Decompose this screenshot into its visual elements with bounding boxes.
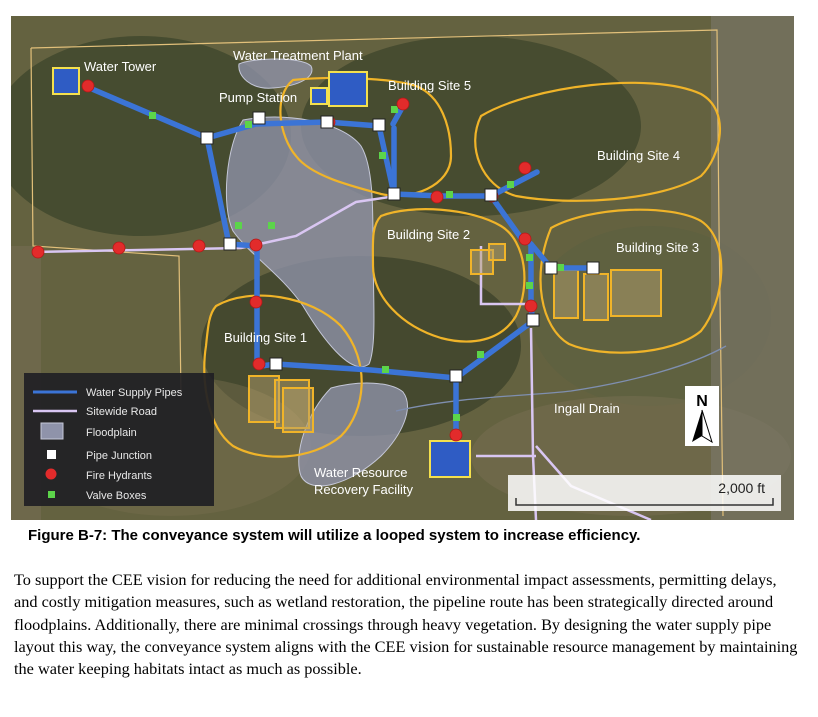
legend-item-pipe-junction: Pipe Junction bbox=[47, 450, 152, 462]
label-ingall-drain: Ingall Drain bbox=[554, 401, 620, 416]
map-labels: Water Tower Water Treatment Plant Pump S… bbox=[84, 48, 699, 497]
scale-bar-label: 2,000 ft bbox=[718, 480, 765, 496]
legend-item-floodplain: Floodplain bbox=[40, 422, 137, 440]
property-boundary bbox=[30, 29, 724, 517]
legend-label: Floodplain bbox=[86, 427, 137, 439]
legend-item-valve-boxes: Valve Boxes bbox=[48, 490, 147, 502]
pipe-junctions bbox=[200, 111, 600, 383]
proposed-building-footprints bbox=[248, 243, 662, 433]
label-building-site-2: Building Site 2 bbox=[387, 227, 470, 242]
label-building-site-3: Building Site 3 bbox=[616, 240, 699, 255]
legend-item-water-supply-pipes: Water Supply Pipes bbox=[33, 387, 183, 399]
legend-item-fire-hydrants: Fire Hydrants bbox=[45, 468, 153, 482]
fire-hydrants bbox=[31, 79, 538, 442]
label-building-site-5: Building Site 5 bbox=[388, 78, 471, 93]
label-water-tower: Water Tower bbox=[84, 59, 157, 74]
legend-label: Pipe Junction bbox=[86, 450, 152, 462]
legend-label: Water Supply Pipes bbox=[86, 387, 183, 399]
label-building-site-1: Building Site 1 bbox=[224, 330, 307, 345]
floodplain-areas bbox=[225, 58, 408, 487]
label-building-site-4: Building Site 4 bbox=[597, 148, 680, 163]
building-site-boundaries bbox=[203, 76, 723, 458]
label-wrrf-line2: Recovery Facility bbox=[314, 482, 413, 497]
buildings bbox=[52, 67, 471, 478]
valve-boxes bbox=[149, 106, 564, 421]
label-water-treatment-plant: Water Treatment Plant bbox=[233, 48, 363, 63]
label-pump-station: Pump Station bbox=[219, 90, 297, 105]
north-arrow-label: N bbox=[696, 393, 708, 410]
legend-item-sitewide-road: Sitewide Road bbox=[33, 406, 157, 418]
legend-label: Sitewide Road bbox=[86, 406, 157, 418]
map-legend: Water Supply Pipes Sitewide Road Floodpl… bbox=[24, 373, 214, 506]
site-map: Water Tower Water Treatment Plant Pump S… bbox=[11, 16, 794, 520]
legend-label: Fire Hydrants bbox=[86, 470, 153, 482]
body-paragraph: To support the CEE vision for reducing t… bbox=[14, 570, 798, 679]
scale-bar: 2,000 ft bbox=[508, 475, 781, 511]
north-arrow: N bbox=[685, 386, 719, 446]
legend-label: Valve Boxes bbox=[86, 490, 147, 502]
figure-caption: Figure B-7: The conveyance system will u… bbox=[28, 527, 641, 544]
label-wrrf-line1: Water Resource bbox=[314, 465, 407, 480]
